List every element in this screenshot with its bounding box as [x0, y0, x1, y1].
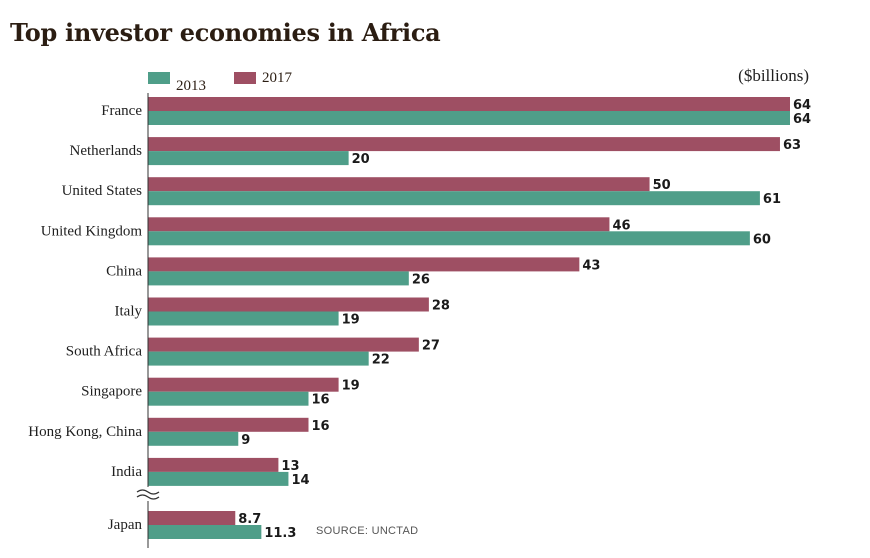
value-label-india-2017: 13: [281, 459, 299, 474]
bar-singapore-2017: [148, 377, 339, 392]
value-label-singapore-2017: 19: [342, 379, 360, 394]
value-label-united-states-2013: 61: [763, 192, 781, 207]
bar-france-2013: [148, 111, 790, 125]
bar-italy-2013: [148, 311, 339, 326]
bar-italy-2017: [148, 297, 429, 312]
bar-japan-2017: [148, 511, 236, 525]
units-label: ($billions): [738, 66, 809, 85]
bar-south-africa-2013: [148, 351, 369, 366]
bar-south-africa-2017: [148, 337, 419, 352]
legend-label-2017: 2017: [262, 70, 292, 86]
bar-united-kingdom-2013: [148, 231, 750, 246]
source-note: SOURCE: UNCTAD: [316, 525, 419, 537]
axis-break-mark-upper: [136, 489, 160, 495]
category-label-united-kingdom: United Kingdom: [41, 223, 143, 239]
bar-netherlands-2017: [148, 137, 780, 152]
value-label-india-2013: 14: [291, 473, 309, 488]
bar-china-2017: [148, 257, 580, 272]
bar-netherlands-2013: [148, 151, 349, 166]
value-label-singapore-2013: 16: [312, 393, 330, 408]
category-label-singapore: Singapore: [81, 384, 142, 400]
value-label-italy-2013: 19: [342, 313, 360, 328]
category-label-china: China: [106, 263, 142, 279]
bar-japan-2013: [148, 525, 262, 539]
value-label-netherlands-2013: 20: [352, 152, 370, 167]
value-label-italy-2017: 28: [432, 299, 450, 314]
bar-singapore-2013: [148, 391, 309, 406]
bar-france-2017: [148, 97, 790, 111]
axis-break-mark-lower: [136, 494, 160, 500]
bar-india-2017: [148, 457, 279, 472]
category-label-south-africa: South Africa: [66, 344, 143, 360]
value-label-japan-2017: 8.7: [238, 512, 261, 527]
value-label-south-africa-2013: 22: [372, 353, 390, 368]
value-label-hong-kong-china-2013: 9: [241, 433, 250, 448]
legend-swatch-2013: [148, 72, 170, 84]
category-label-japan: Japan: [108, 517, 143, 533]
bar-hong-kong-china-2013: [148, 431, 239, 446]
value-label-south-africa-2017: 27: [422, 339, 440, 354]
value-label-united-states-2017: 50: [653, 178, 671, 193]
value-label-france-2017: 64: [793, 98, 811, 113]
bar-united-states-2013: [148, 191, 760, 206]
category-label-hong-kong-china: Hong Kong, China: [28, 424, 142, 440]
bar-united-kingdom-2017: [148, 217, 610, 232]
category-label-france: France: [101, 103, 142, 119]
legend-item-2017: 2017: [234, 70, 292, 87]
value-label-hong-kong-china-2017: 16: [312, 419, 330, 434]
bar-united-states-2017: [148, 177, 650, 192]
value-label-japan-2013: 11.3: [264, 526, 296, 541]
bar-hong-kong-china-2017: [148, 417, 309, 432]
value-label-china-2013: 26: [412, 272, 430, 287]
value-label-france-2013: 64: [793, 112, 811, 127]
value-label-united-kingdom-2013: 60: [753, 232, 771, 247]
value-label-netherlands-2017: 63: [783, 138, 801, 153]
category-label-italy: Italy: [115, 304, 143, 320]
category-label-united-states: United States: [62, 183, 143, 199]
value-label-united-kingdom-2017: 46: [612, 218, 630, 233]
legend-item-2013: 2013: [148, 70, 206, 95]
category-label-india: India: [111, 464, 142, 480]
category-label-netherlands: Netherlands: [70, 143, 143, 159]
chart-title: Top investor economies in Africa: [10, 18, 441, 47]
bar-china-2013: [148, 271, 409, 286]
legend-swatch-2017: [234, 72, 256, 84]
legend-label-2013: 2013: [176, 78, 206, 94]
bar-india-2013: [148, 471, 289, 486]
value-label-china-2017: 43: [582, 258, 600, 273]
